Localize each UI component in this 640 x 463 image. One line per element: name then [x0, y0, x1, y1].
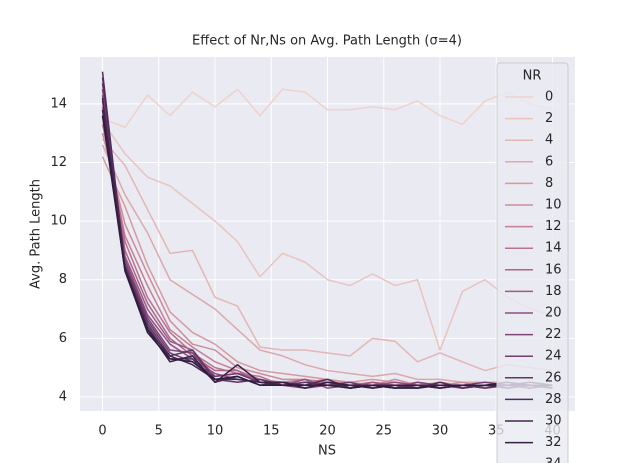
- legend-label: 12: [545, 219, 562, 234]
- x-tick-label: 15: [263, 424, 280, 439]
- y-tick-label: 12: [50, 155, 67, 170]
- y-tick-label: 6: [59, 331, 67, 346]
- legend-label: 28: [545, 392, 562, 407]
- y-tick-label: 14: [50, 96, 67, 111]
- x-tick-label: 0: [98, 424, 106, 439]
- legend-label: 8: [545, 176, 553, 191]
- legend-label: 30: [545, 414, 562, 429]
- chart-title: Effect of Nr,Ns on Avg. Path Length (σ=4…: [192, 34, 462, 49]
- series-line: [101, 121, 553, 351]
- x-tick-label: 25: [375, 424, 392, 439]
- legend-label: 24: [545, 349, 562, 364]
- legend-title: NR: [523, 69, 542, 84]
- legend-label: 4: [545, 133, 553, 148]
- x-tick-label: 10: [207, 424, 224, 439]
- legend-label: 18: [545, 284, 562, 299]
- legend-label: 34: [545, 457, 562, 463]
- legend-label: 10: [545, 198, 562, 213]
- series-line: [101, 115, 553, 389]
- series-line: [101, 144, 553, 386]
- legend-label: 22: [545, 327, 562, 342]
- x-tick-label: 5: [155, 424, 163, 439]
- y-axis-label: Avg. Path Length: [29, 179, 44, 289]
- x-tick-label: 20: [319, 424, 336, 439]
- series-line: [101, 138, 553, 372]
- legend-label: 6: [545, 154, 553, 169]
- legend-label: 0: [545, 90, 553, 105]
- legend-label: 2: [545, 111, 553, 126]
- legend-label: 16: [545, 262, 562, 277]
- y-tick-label: 8: [59, 272, 67, 287]
- legend-box: [496, 62, 569, 463]
- legend-label: 20: [545, 306, 562, 321]
- legend-label: 14: [545, 241, 562, 256]
- x-axis-label: NS: [318, 444, 336, 459]
- legend-label: 32: [545, 435, 562, 450]
- series-line: [102, 88, 553, 129]
- x-tick-label: 30: [432, 424, 449, 439]
- legend-label: 26: [545, 370, 562, 385]
- y-tick-label: 4: [59, 389, 67, 404]
- y-tick-label: 10: [50, 214, 67, 229]
